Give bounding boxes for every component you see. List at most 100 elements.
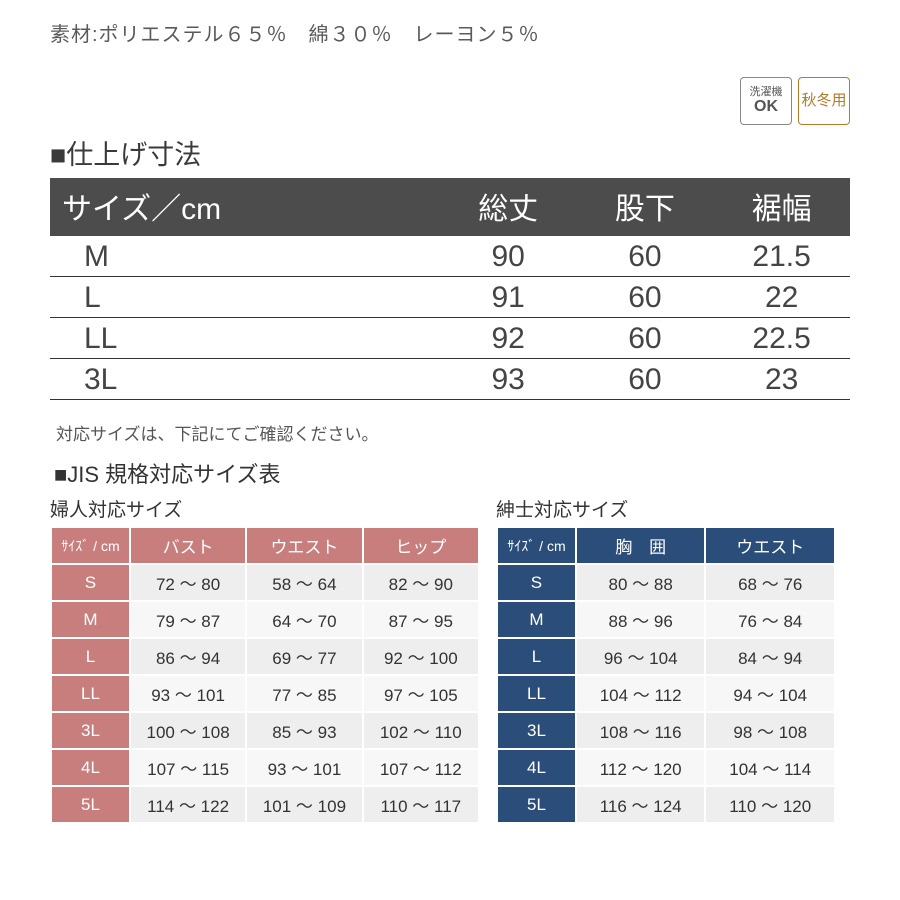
- jis-cell: 93 ～ 101: [246, 749, 362, 786]
- jis-cell: 88 ～ 96: [576, 601, 706, 638]
- jis-cell: 96 ～ 104: [576, 638, 706, 675]
- jis-row: 4L107 ～ 11593 ～ 101107 ～ 112: [51, 749, 479, 786]
- jis-cell: 108 ～ 116: [576, 712, 706, 749]
- dim-cell: 60: [577, 318, 714, 359]
- jis-size-label: 4L: [497, 749, 576, 786]
- jis-cell: 114 ～ 122: [130, 786, 246, 823]
- jis-row: S80 ～ 8868 ～ 76: [497, 564, 835, 601]
- jis-size-label: S: [51, 564, 130, 601]
- jis-cell: 80 ～ 88: [576, 564, 706, 601]
- jis-women-body: S72 ～ 8058 ～ 6482 ～ 90M79 ～ 8764 ～ 7087 …: [51, 564, 479, 823]
- dim-row: L916022: [50, 277, 850, 318]
- jis-row: 3L100 ～ 10885 ～ 93102 ～ 110: [51, 712, 479, 749]
- jis-men-block: 紳士対応サイズ ｻｲｽﾞ / cm胸 囲ウエスト S80 ～ 8868 ～ 76…: [496, 495, 836, 824]
- jis-women-table: ｻｲｽﾞ / cmバストウエストヒップ S72 ～ 8058 ～ 6482 ～ …: [50, 526, 480, 824]
- jis-cell: 101 ～ 109: [246, 786, 362, 823]
- jis-cell: 84 ～ 94: [705, 638, 835, 675]
- dim-cell: 93: [440, 359, 577, 400]
- dim-cell: 60: [577, 236, 714, 277]
- jis-cell: 58 ～ 64: [246, 564, 362, 601]
- jis-container: 婦人対応サイズ ｻｲｽﾞ / cmバストウエストヒップ S72 ～ 8058 ～…: [50, 495, 850, 824]
- badge-season: 秋冬用: [798, 77, 850, 125]
- jis-cell: 85 ～ 93: [246, 712, 362, 749]
- dim-col-header: サイズ／cm: [50, 178, 440, 236]
- dim-cell: 3L: [50, 359, 440, 400]
- jis-women-header-row: ｻｲｽﾞ / cmバストウエストヒップ: [51, 527, 479, 564]
- dimension-table: サイズ／cm総丈股下裾幅 M906021.5L916022LL926022.53…: [50, 178, 850, 400]
- jis-size-label: LL: [497, 675, 576, 712]
- jis-men-table: ｻｲｽﾞ / cm胸 囲ウエスト S80 ～ 8868 ～ 76M88 ～ 96…: [496, 526, 836, 824]
- jis-cell: 116 ～ 124: [576, 786, 706, 823]
- badge-wash-line2: OK: [754, 98, 778, 116]
- dim-body: M906021.5L916022LL926022.53L936023: [50, 236, 850, 400]
- jis-cell: 72 ～ 80: [130, 564, 246, 601]
- jis-row: LL104 ～ 11294 ～ 104: [497, 675, 835, 712]
- jis-cell: 102 ～ 110: [363, 712, 479, 749]
- dim-cell: 92: [440, 318, 577, 359]
- jis-col-header: ｻｲｽﾞ / cm: [51, 527, 130, 564]
- jis-cell: 93 ～ 101: [130, 675, 246, 712]
- dim-cell: 60: [577, 277, 714, 318]
- jis-cell: 82 ～ 90: [363, 564, 479, 601]
- jis-size-label: 5L: [497, 786, 576, 823]
- jis-men-body: S80 ～ 8868 ～ 76M88 ～ 9676 ～ 84L96 ～ 1048…: [497, 564, 835, 823]
- jis-cell: 94 ～ 104: [705, 675, 835, 712]
- dim-cell: 22: [713, 277, 850, 318]
- jis-section-title: ■JIS 規格対応サイズ表: [54, 457, 850, 489]
- badge-row: 洗濯機 OK 秋冬用: [50, 77, 850, 125]
- jis-cell: 86 ～ 94: [130, 638, 246, 675]
- jis-men-header-row: ｻｲｽﾞ / cm胸 囲ウエスト: [497, 527, 835, 564]
- dim-header-row: サイズ／cm総丈股下裾幅: [50, 178, 850, 236]
- jis-col-header: ヒップ: [363, 527, 479, 564]
- jis-cell: 92 ～ 100: [363, 638, 479, 675]
- dim-row: 3L936023: [50, 359, 850, 400]
- badge-wash: 洗濯機 OK: [740, 77, 792, 125]
- jis-cell: 112 ～ 120: [576, 749, 706, 786]
- dim-row: LL926022.5: [50, 318, 850, 359]
- jis-women-subtitle: 婦人対応サイズ: [50, 495, 480, 522]
- jis-row: L86 ～ 9469 ～ 7792 ～ 100: [51, 638, 479, 675]
- dim-cell: LL: [50, 318, 440, 359]
- jis-row: LL93 ～ 10177 ～ 8597 ～ 105: [51, 675, 479, 712]
- jis-cell: 77 ～ 85: [246, 675, 362, 712]
- jis-cell: 69 ～ 77: [246, 638, 362, 675]
- jis-size-label: 3L: [497, 712, 576, 749]
- jis-row: 5L114 ～ 122101 ～ 109110 ～ 117: [51, 786, 479, 823]
- dim-col-header: 総丈: [440, 178, 577, 236]
- jis-cell: 107 ～ 115: [130, 749, 246, 786]
- jis-size-label: LL: [51, 675, 130, 712]
- jis-cell: 87 ～ 95: [363, 601, 479, 638]
- jis-women-block: 婦人対応サイズ ｻｲｽﾞ / cmバストウエストヒップ S72 ～ 8058 ～…: [50, 495, 480, 824]
- jis-cell: 79 ～ 87: [130, 601, 246, 638]
- jis-size-label: M: [51, 601, 130, 638]
- dim-cell: 22.5: [713, 318, 850, 359]
- jis-col-header: ウエスト: [705, 527, 835, 564]
- jis-cell: 76 ～ 84: [705, 601, 835, 638]
- dim-cell: 21.5: [713, 236, 850, 277]
- jis-col-header: 胸 囲: [576, 527, 706, 564]
- dim-cell: M: [50, 236, 440, 277]
- jis-cell: 100 ～ 108: [130, 712, 246, 749]
- jis-size-label: 4L: [51, 749, 130, 786]
- dim-cell: 60: [577, 359, 714, 400]
- dim-row: M906021.5: [50, 236, 850, 277]
- size-note: 対応サイズは、下記にてご確認ください。: [56, 420, 850, 445]
- badge-wash-line1: 洗濯機: [750, 86, 783, 98]
- jis-row: L96 ～ 10484 ～ 94: [497, 638, 835, 675]
- jis-row: M79 ～ 8764 ～ 7087 ～ 95: [51, 601, 479, 638]
- jis-cell: 110 ～ 117: [363, 786, 479, 823]
- jis-size-label: L: [51, 638, 130, 675]
- jis-row: S72 ～ 8058 ～ 6482 ～ 90: [51, 564, 479, 601]
- jis-cell: 97 ～ 105: [363, 675, 479, 712]
- jis-cell: 110 ～ 120: [705, 786, 835, 823]
- jis-cell: 64 ～ 70: [246, 601, 362, 638]
- jis-size-label: M: [497, 601, 576, 638]
- jis-col-header: バスト: [130, 527, 246, 564]
- jis-cell: 104 ～ 114: [705, 749, 835, 786]
- jis-col-header: ウエスト: [246, 527, 362, 564]
- dim-cell: 91: [440, 277, 577, 318]
- jis-col-header: ｻｲｽﾞ / cm: [497, 527, 576, 564]
- jis-row: 4L112 ～ 120104 ～ 114: [497, 749, 835, 786]
- dim-section-title: ■仕上げ寸法: [50, 133, 850, 172]
- jis-size-label: 5L: [51, 786, 130, 823]
